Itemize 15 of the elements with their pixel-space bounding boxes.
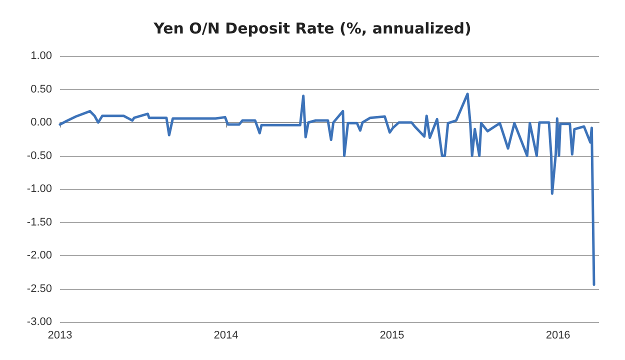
x-tick-label: 2015	[380, 330, 404, 342]
y-tick-label: -2.50	[26, 282, 52, 295]
y-tick-label: -1.00	[26, 183, 52, 195]
y-tick-label: -0.50	[26, 150, 52, 162]
x-tick-label: 2013	[48, 330, 72, 342]
chart-title: Yen O/N Deposit Rate (%, annualized)	[152, 20, 472, 38]
x-tick-label: 2016	[546, 330, 570, 342]
y-tick-label: -3.00	[26, 316, 52, 328]
y-tick-label: 0.50	[30, 83, 52, 96]
x-tick-label: 2014	[214, 330, 238, 342]
y-tick-label: 0.00	[30, 116, 52, 128]
y-tick-label: 1.00	[30, 50, 52, 62]
line-series	[58, 92, 596, 286]
y-tick-label: -1.50	[26, 216, 52, 228]
y-tick-label: -2.00	[26, 250, 52, 262]
